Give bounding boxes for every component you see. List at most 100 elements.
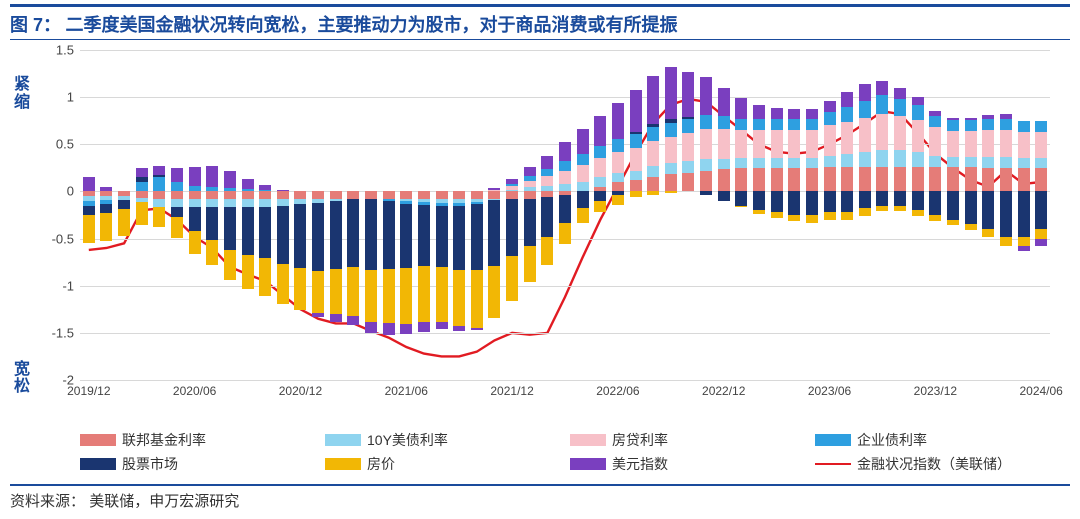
bar-column [524,50,536,380]
bar-segment-housing [294,268,306,310]
bar-segment-equity [577,191,589,208]
bar-segment-corp_bond [771,119,783,130]
bar-segment-ust10y [894,150,906,167]
y-tick-label: -1 [62,278,74,293]
bar-segment-housing [242,255,254,289]
bar-segment-mortgage [524,181,536,187]
bar-segment-mortgage [894,116,906,150]
bar-segment-mortgage [630,148,642,171]
bar-column [347,50,359,380]
legend-item-fed_funds: 联邦基金利率 [80,430,325,450]
bar-segment-ust10y [806,158,818,167]
bar-segment-dollar [471,328,483,330]
bar-column [153,50,165,380]
bar-column [136,50,148,380]
bar-segment-housing [577,208,589,222]
y-tick-label: 0 [67,184,74,199]
bar-column [224,50,236,380]
bar-segment-dollar [594,116,606,146]
bar-segment-housing [1018,237,1030,246]
bar-column [682,50,694,380]
bar-segment-dollar [153,166,165,175]
bar-segment-mortgage [506,186,518,190]
bar-column [929,50,941,380]
bar-segment-fed_funds [436,191,448,199]
bar-segment-mortgage [876,114,888,150]
bar-segment-dollar [488,188,500,190]
bar-segment-ust10y [577,182,589,191]
legend-swatch [570,434,606,446]
bar-segment-housing [471,270,483,328]
bar-segment-ust10y [753,158,765,167]
x-tick-label: 2023/12 [914,384,957,398]
bar-segment-corp_bond [876,95,888,114]
bar-segment-ust10y [277,199,289,206]
bar-segment-fed_funds [383,191,395,199]
bar-segment-equity [788,191,800,215]
bar-segment-dollar [947,118,959,120]
bar-column [859,50,871,380]
bar-segment-ust10y [1000,157,1012,168]
bar-segment-housing [788,215,800,221]
bar-segment-fed_funds [630,180,642,191]
bar-segment-corp_bond [630,134,642,148]
bar-segment-fed_funds [771,168,783,192]
bar-segment-corp_bond [859,101,871,118]
bar-segment-housing [806,215,818,223]
bar-segment-equity [100,204,112,213]
bar-segment-equity [594,191,606,200]
bar-segment-housing [418,266,430,323]
bar-segment-equity [753,191,765,210]
legend-label: 联邦基金利率 [122,430,206,450]
bar-segment-ust10y [612,173,624,182]
bar-segment-housing [312,271,324,313]
bar-column [100,50,112,380]
bar-segment-equity [365,199,377,270]
y-tick-label: -1.5 [52,325,74,340]
bar-column [947,50,959,380]
legend-swatch [325,434,361,446]
bar-segment-dollar [277,190,289,192]
x-tick-label: 2020/12 [279,384,322,398]
bar-column [206,50,218,380]
bar-segment-dollar [824,101,836,112]
bar-column [383,50,395,380]
bar-segment-ust10y [771,158,783,167]
bar-segment-housing [189,231,201,254]
source-label: 资料来源： [10,493,85,510]
legend-label: 房价 [367,454,395,474]
bar-segment-ust10y [912,152,924,167]
bar-segment-ust10y [259,199,271,207]
bar-column [471,50,483,380]
bar-segment-dollar [806,109,818,118]
bar-segment-equity [488,200,500,266]
bar-column [876,50,888,380]
legend-label: 股票市场 [122,454,178,474]
bar-segment-housing [206,240,218,265]
bar-segment-corp_bond [912,105,924,120]
bar-segment-dollar [665,67,677,119]
bar-column [365,50,377,380]
bar-segment-fed_funds [524,191,536,199]
bar-segment-equity [453,206,465,270]
x-tick-label: 2021/06 [385,384,428,398]
source-bar: 资料来源： 美联储，申万宏源研究 [10,484,1070,511]
bar-segment-housing [277,264,289,304]
bar-segment-dollar [224,171,236,188]
bar-segment-dollar [630,90,642,132]
bar-segment-dollar [894,88,906,99]
bar-segment-ust10y [965,157,977,166]
bar-segment-equity [418,205,430,266]
bar-segment-corp_bond [206,187,218,192]
bar-column [841,50,853,380]
bar-segment-corp_bond [559,161,571,170]
legend-swatch [570,458,606,470]
bar-segment-housing [630,191,642,197]
bar-segment-housing [824,212,836,220]
bar-segment-fed_funds [347,191,359,199]
y-tick-label: -0.5 [52,231,74,246]
bar-segment-corp_bond [947,120,959,131]
bar-segment-corp_bond [594,146,606,158]
bar-segment-housing [559,223,571,244]
bar-segment-ust10y [171,199,183,207]
